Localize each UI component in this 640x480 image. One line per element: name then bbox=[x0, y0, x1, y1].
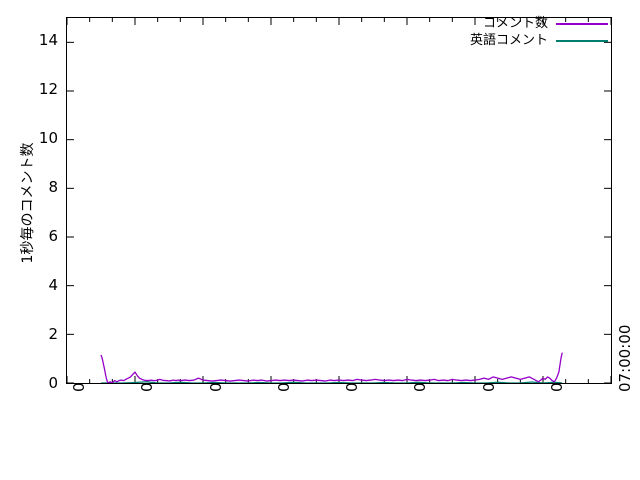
y-tick-label: 8 bbox=[48, 178, 58, 197]
chart-legend: コメント数英語コメント bbox=[436, 15, 608, 49]
plot-canvas bbox=[67, 18, 611, 383]
y-tick-label: 10 bbox=[38, 129, 58, 148]
y-tick-label: 2 bbox=[48, 325, 58, 344]
plot-area bbox=[66, 17, 612, 384]
series-line-0 bbox=[100, 352, 563, 383]
legend-color-swatch bbox=[556, 39, 608, 42]
legend-label: 英語コメント bbox=[469, 33, 548, 48]
x-tick-label: 07:00:00 bbox=[616, 324, 634, 392]
series-line-1 bbox=[101, 381, 563, 383]
y-tick-label: 0 bbox=[48, 374, 58, 392]
y-tick-label: 6 bbox=[48, 227, 58, 246]
y-tick-label: 14 bbox=[38, 31, 58, 50]
legend-item: コメント数 bbox=[436, 15, 608, 32]
y-tick-label: 12 bbox=[38, 80, 58, 99]
legend-item: 英語コメント bbox=[436, 32, 608, 49]
legend-color-swatch bbox=[556, 22, 608, 25]
legend-label: コメント数 bbox=[482, 16, 548, 31]
y-axis: 0 2 4 6 8 10 12 14 bbox=[0, 0, 58, 480]
y-tick-label: 4 bbox=[48, 276, 58, 295]
